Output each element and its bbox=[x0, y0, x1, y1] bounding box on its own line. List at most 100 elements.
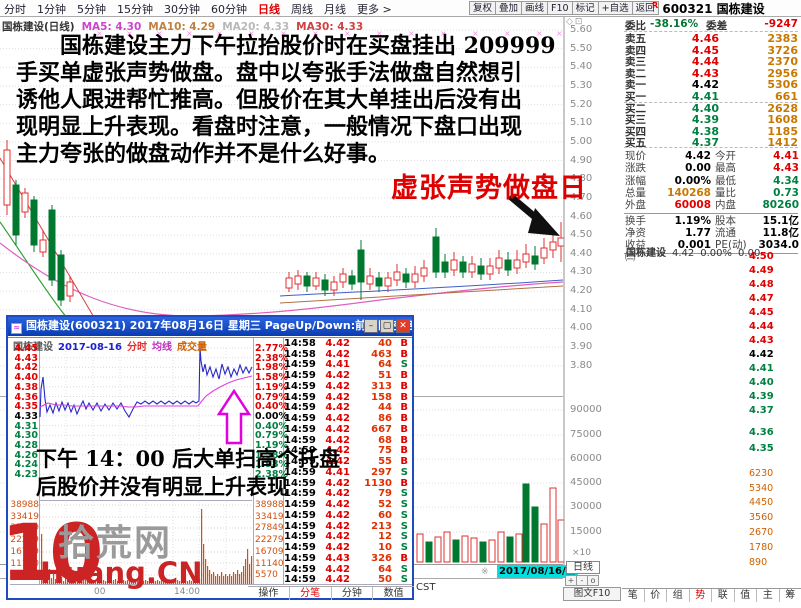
trade-time: 14:59 bbox=[284, 574, 316, 586]
period-tab-8[interactable]: 月线 bbox=[324, 3, 346, 16]
trade-time: 14:59 bbox=[284, 445, 316, 457]
trade-side: B bbox=[400, 380, 408, 392]
right-panel-tabs[interactable]: 笔价组势联值主筹 bbox=[622, 588, 801, 602]
period-tab-3[interactable]: 15分钟 bbox=[117, 3, 153, 16]
minimize-button[interactable]: – bbox=[364, 319, 378, 333]
zoom-box-icon[interactable]: ⊡ bbox=[574, 17, 585, 27]
tool-button-2[interactable]: 画线 bbox=[521, 1, 549, 15]
period-tab-6[interactable]: 日线 bbox=[258, 3, 280, 16]
trade-volume: 50 bbox=[378, 574, 392, 586]
trade-volume: 44 bbox=[378, 402, 392, 414]
period-tab-9[interactable]: 更多 > bbox=[357, 3, 392, 16]
trade-time: 14:59 bbox=[284, 434, 316, 446]
stat-label: 外盘 bbox=[625, 199, 646, 212]
order-book-row: 买四 4.38 1185 bbox=[625, 124, 798, 138]
trade-row: 14:59 4.43 326 B bbox=[284, 553, 414, 564]
popup-annotation-line: 后股价并没有明显上升表现 bbox=[36, 474, 288, 499]
popup-tab-操作[interactable]: 操作 bbox=[258, 588, 279, 599]
trade-row: 14:59 4.42 52 S bbox=[284, 499, 414, 510]
chart-corner-icons[interactable]: ◇⊡ bbox=[566, 17, 584, 27]
f10-button[interactable]: 图文F10 bbox=[563, 587, 621, 601]
trade-side: B bbox=[400, 456, 408, 468]
trade-row: 14:58 4.42 463 B bbox=[284, 349, 414, 360]
zoom-control-o[interactable]: o bbox=[587, 575, 599, 586]
trade-side: B bbox=[400, 348, 408, 360]
price-axis-label: 5.20 bbox=[570, 98, 593, 110]
zoom-controls[interactable]: + - o bbox=[565, 575, 599, 586]
popup-percent-label: 2.77% bbox=[255, 343, 288, 354]
trade-volume: 326 bbox=[371, 552, 392, 564]
period-tab-2[interactable]: 5分钟 bbox=[77, 3, 106, 16]
right-tab-筹[interactable]: 筹 bbox=[778, 589, 801, 602]
level-volume: 2956 bbox=[767, 66, 798, 80]
popup-tab-分笔[interactable]: 分笔 bbox=[288, 587, 331, 600]
period-tabs[interactable]: 分时 1分钟 5分钟 15分钟 30分钟 60分钟 日线 周线 月线 更多 > bbox=[4, 1, 392, 17]
right-tab-值[interactable]: 值 bbox=[733, 589, 757, 602]
right-tab-联[interactable]: 联 bbox=[711, 589, 734, 602]
mini-price-label: 4.39 bbox=[749, 391, 774, 402]
right-tab-主[interactable]: 主 bbox=[756, 589, 779, 602]
stat-value: 0.001 bbox=[677, 239, 711, 252]
level-price: 4.38 bbox=[691, 124, 719, 138]
main-annotation: 国栋建设主力下午拉抬股价时在买盘挂出 209999 手买单虚张声势做盘。盘中以夸张… bbox=[16, 33, 564, 168]
popup-header-item: 国栋建设 bbox=[13, 342, 53, 353]
popup-tab-数值[interactable]: 数值 bbox=[372, 587, 414, 600]
popup-volume-label-left: 33419 bbox=[10, 511, 39, 522]
period-tab-0[interactable]: 分时 bbox=[4, 3, 26, 16]
trade-row: 14:59 4.42 51 B bbox=[284, 370, 414, 381]
order-book-row: 买三 4.39 1608 bbox=[625, 114, 798, 127]
period-tab-7[interactable]: 周线 bbox=[291, 3, 313, 16]
order-book-row: 买二 4.40 2628 bbox=[625, 102, 798, 115]
period-tab-5[interactable]: 60分钟 bbox=[211, 3, 247, 16]
stats-row: 涨跌 0.00 最高 4.43 bbox=[625, 162, 799, 174]
stat-value: 3034.0 bbox=[758, 239, 799, 252]
period-box[interactable]: 日线 bbox=[566, 561, 600, 574]
popup-header-item: 分时 bbox=[126, 342, 147, 353]
period-tab-4[interactable]: 30分钟 bbox=[164, 3, 200, 16]
trade-price: 4.42 bbox=[325, 423, 350, 435]
popup-price-label: 4.28 bbox=[14, 440, 38, 451]
period-tab-1[interactable]: 1分钟 bbox=[37, 3, 66, 16]
tool-button-1[interactable]: 叠加 bbox=[495, 1, 523, 15]
trade-time: 14:59 bbox=[284, 359, 316, 371]
price-axis-label: 4.50 bbox=[570, 229, 593, 241]
trade-side: S bbox=[400, 520, 408, 532]
price-axis-label: 4.10 bbox=[570, 303, 593, 315]
window-buttons[interactable]: – ▢ ✕ bbox=[364, 319, 410, 333]
svg-text:×: × bbox=[408, 29, 415, 38]
right-tab-笔[interactable]: 笔 bbox=[627, 590, 638, 601]
popup-tabs[interactable]: 操作 分笔 分钟 数值 bbox=[248, 586, 414, 600]
right-tab-势[interactable]: 势 bbox=[688, 589, 712, 602]
tool-button-4[interactable]: 标记 bbox=[571, 1, 599, 15]
ma-values: MA5: 4.30 MA10: 4.29 MA20: 4.33 MA30: 4.33 bbox=[75, 21, 364, 33]
callout-text: 虚张声势做盘日 bbox=[391, 173, 587, 204]
close-button[interactable]: ✕ bbox=[396, 319, 410, 333]
divider bbox=[624, 102, 798, 103]
tool-button-6[interactable]: 返回 bbox=[631, 1, 659, 15]
popup-titlebar[interactable]: ≈ 国栋建设(600321) 2017年08月16日 星期三 PageUp/Dow… bbox=[8, 317, 412, 336]
tool-button-0[interactable]: 复权 bbox=[469, 1, 497, 15]
tool-button-3[interactable]: F10 bbox=[547, 1, 573, 15]
tool-button-5[interactable]: +自选 bbox=[597, 1, 633, 15]
ma-label: MA10: 4.29 bbox=[148, 21, 216, 33]
mini-chg: 0.00 bbox=[738, 248, 761, 259]
order-book-row: 买一 4.41 661 bbox=[625, 91, 798, 104]
trade-volume: 55 bbox=[378, 456, 392, 468]
right-tab-组[interactable]: 组 bbox=[666, 589, 689, 602]
maximize-button[interactable]: ▢ bbox=[380, 319, 394, 333]
mini-price-label: 4.40 bbox=[749, 377, 774, 388]
diamond-icon[interactable]: ◇ bbox=[566, 17, 575, 27]
stat-value: 1.77 bbox=[685, 226, 711, 239]
intraday-popup-window[interactable]: ≈ 国栋建设(600321) 2017年08月16日 星期三 PageUp/Dow… bbox=[6, 315, 414, 600]
popup-volume-label-left: 5570 bbox=[16, 570, 39, 581]
stats-row: 总量 140268 量比 0.73 bbox=[625, 187, 799, 199]
level-volume: 2383 bbox=[767, 32, 798, 45]
right-tab-价[interactable]: 价 bbox=[643, 589, 667, 602]
popup-tab-分钟[interactable]: 分钟 bbox=[330, 587, 373, 600]
level-label: 买五 bbox=[625, 137, 646, 150]
price-axis-label: 4.60 bbox=[570, 210, 593, 222]
trade-volume: 52 bbox=[378, 499, 392, 511]
toolbar-buttons[interactable]: 复权 叠加 画线 F10 标记 +自选 返回 bbox=[469, 1, 659, 15]
mini-price-label: 4.37 bbox=[749, 405, 774, 416]
trade-side: B bbox=[400, 391, 408, 403]
